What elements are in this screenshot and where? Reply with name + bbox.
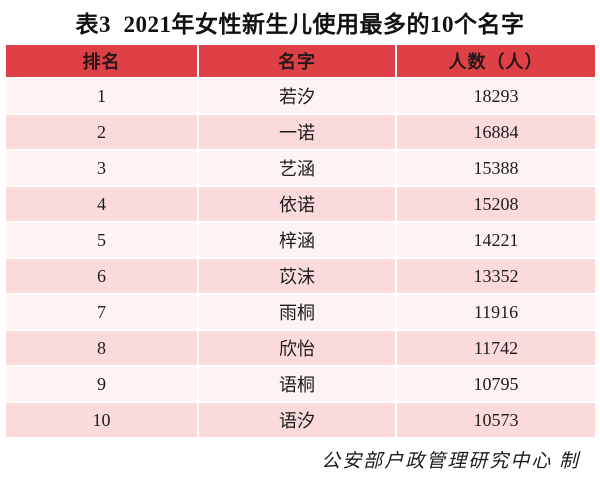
rank-cell: 1 [6,79,197,113]
table-row: 6 苡沫 13352 [6,259,595,293]
rank-cell: 8 [6,331,197,365]
table-row: 7 雨桐 11916 [6,295,595,329]
rank-cell: 4 [6,187,197,221]
table-row: 2 一诺 16884 [6,115,595,149]
rank-cell: 3 [6,151,197,185]
table-row: 5 梓涵 14221 [6,223,595,257]
count-cell: 13352 [397,259,595,293]
table-title: 表3 2021年女性新生儿使用最多的10个名字 [75,12,525,37]
name-cell: 若汐 [199,79,395,113]
count-cell: 10573 [397,403,595,437]
rank-cell: 7 [6,295,197,329]
rank-cell: 5 [6,223,197,257]
name-cell: 梓涵 [199,223,395,257]
count-cell: 16884 [397,115,595,149]
footer-credit: 公安部户政管理研究中心 制 [321,451,580,472]
header-count: 人数（人） [397,45,595,77]
rank-cell: 2 [6,115,197,149]
header-rank: 排名 [6,45,197,77]
table-row: 9 语桐 10795 [6,367,595,401]
header-name: 名字 [199,45,395,77]
table-body: 1 若汐 18293 2 一诺 16884 3 艺涵 15388 4 依诺 15… [6,79,595,437]
count-cell: 14221 [397,223,595,257]
names-table: 排名 名字 人数（人） 1 若汐 18293 2 一诺 16884 3 艺涵 1… [4,43,597,439]
name-cell: 语桐 [199,367,395,401]
name-cell: 苡沫 [199,259,395,293]
rank-cell: 9 [6,367,197,401]
count-cell: 10795 [397,367,595,401]
table-row: 3 艺涵 15388 [6,151,595,185]
count-cell: 11742 [397,331,595,365]
table-header-row: 排名 名字 人数（人） [6,45,595,77]
rank-cell: 6 [6,259,197,293]
count-cell: 15388 [397,151,595,185]
rank-cell: 10 [6,403,197,437]
name-cell: 一诺 [199,115,395,149]
name-cell: 依诺 [199,187,395,221]
table-row: 4 依诺 15208 [6,187,595,221]
count-cell: 15208 [397,187,595,221]
table-row: 10 语汐 10573 [6,403,595,437]
table-row: 1 若汐 18293 [6,79,595,113]
name-cell: 雨桐 [199,295,395,329]
count-cell: 18293 [397,79,595,113]
count-cell: 11916 [397,295,595,329]
name-cell: 艺涵 [199,151,395,185]
table-row: 8 欣怡 11742 [6,331,595,365]
name-cell: 语汐 [199,403,395,437]
name-cell: 欣怡 [199,331,395,365]
